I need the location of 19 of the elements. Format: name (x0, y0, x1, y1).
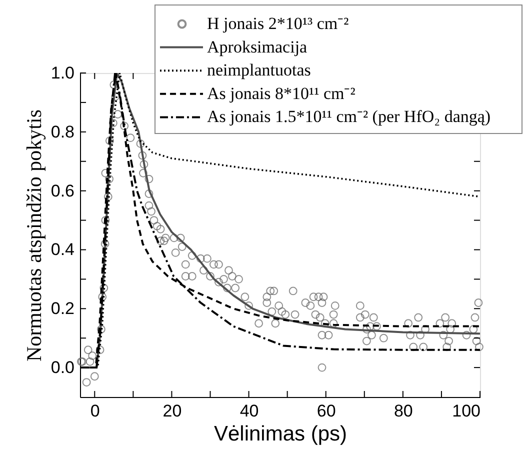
legend-label: As jonais 1.5*10¹¹ cm⁻² (per HfO₂ dangą) (207, 107, 491, 126)
x-tick-label: 100 (452, 402, 480, 420)
x-axis-title: Vėlinimas (ps) (214, 422, 348, 446)
x-tick-label: 0 (90, 402, 100, 420)
y-axis-title: Normuotas atspindžio pokytis (22, 110, 46, 362)
legend-label: Aproksimacija (207, 37, 308, 56)
x-tick-label: 40 (240, 402, 259, 420)
y-tick-label: 1.0 (50, 64, 74, 82)
x-tick-label: 80 (394, 402, 413, 420)
y-tick-label: 0.2 (50, 299, 74, 318)
x-tick-label: 60 (316, 402, 336, 420)
legend-label: neimplantuotas (207, 60, 311, 80)
legend-label: H jonais 2*10¹³ cm⁻² (207, 14, 349, 33)
y-tick-label: 0.4 (50, 240, 74, 260)
x-tick-label: 20 (162, 402, 182, 420)
y-tick-label: 0.6 (50, 181, 74, 200)
y-tick-label: 0.8 (50, 122, 74, 142)
y-tick-label: 0.0 (50, 358, 74, 378)
legend-label: As jonais 8*10¹¹ cm⁻² (207, 84, 356, 103)
